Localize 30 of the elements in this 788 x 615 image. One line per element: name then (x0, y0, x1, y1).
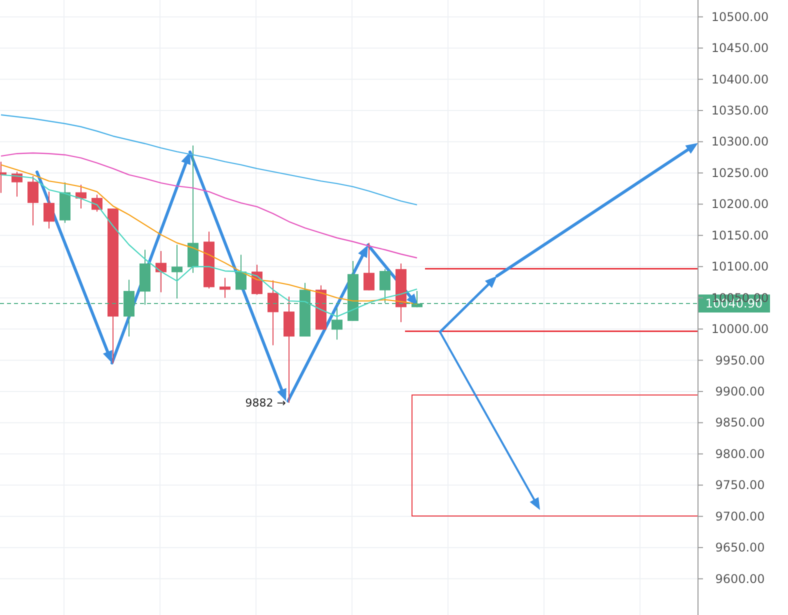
y-tick-label: 9750.00 (715, 478, 765, 492)
y-tick-label: 10000.00 (711, 322, 769, 336)
y-tick-label: 10300.00 (711, 134, 769, 149)
candlestick (28, 176, 38, 226)
y-tick-label: 10100.00 (711, 260, 769, 274)
candlestick (364, 242, 374, 291)
candlestick (268, 280, 278, 346)
y-tick-label: 9800.00 (715, 446, 765, 461)
candlestick (92, 194, 102, 212)
y-tick-label: 9700.00 (715, 509, 765, 524)
y-tick-label: 10150.00 (711, 228, 769, 242)
y-tick-label: 10500.00 (711, 10, 769, 24)
annotation: 9882 → (245, 396, 286, 410)
y-tick-label: 9600.00 (715, 572, 765, 586)
line-series (0, 114, 418, 206)
line-series (0, 152, 418, 258)
candlestick (236, 254, 246, 290)
candlestick (172, 244, 182, 299)
y-tick-label: 9950.00 (715, 353, 765, 368)
y-tick-label: 10400.00 (711, 72, 769, 86)
y-tick-label: 9900.00 (715, 384, 765, 398)
y-tick-label: 10350.00 (711, 104, 769, 118)
y-tick-label: 10200.00 (711, 197, 769, 212)
y-tick-label: 9650.00 (715, 540, 765, 555)
candlestick (44, 191, 54, 230)
candlestick (332, 307, 342, 340)
y-tick-label: 10450.00 (711, 41, 769, 56)
y-tick-label: 9850.00 (715, 416, 765, 430)
y-tick-label: 10250.00 (711, 166, 769, 180)
candlestick (220, 277, 230, 298)
